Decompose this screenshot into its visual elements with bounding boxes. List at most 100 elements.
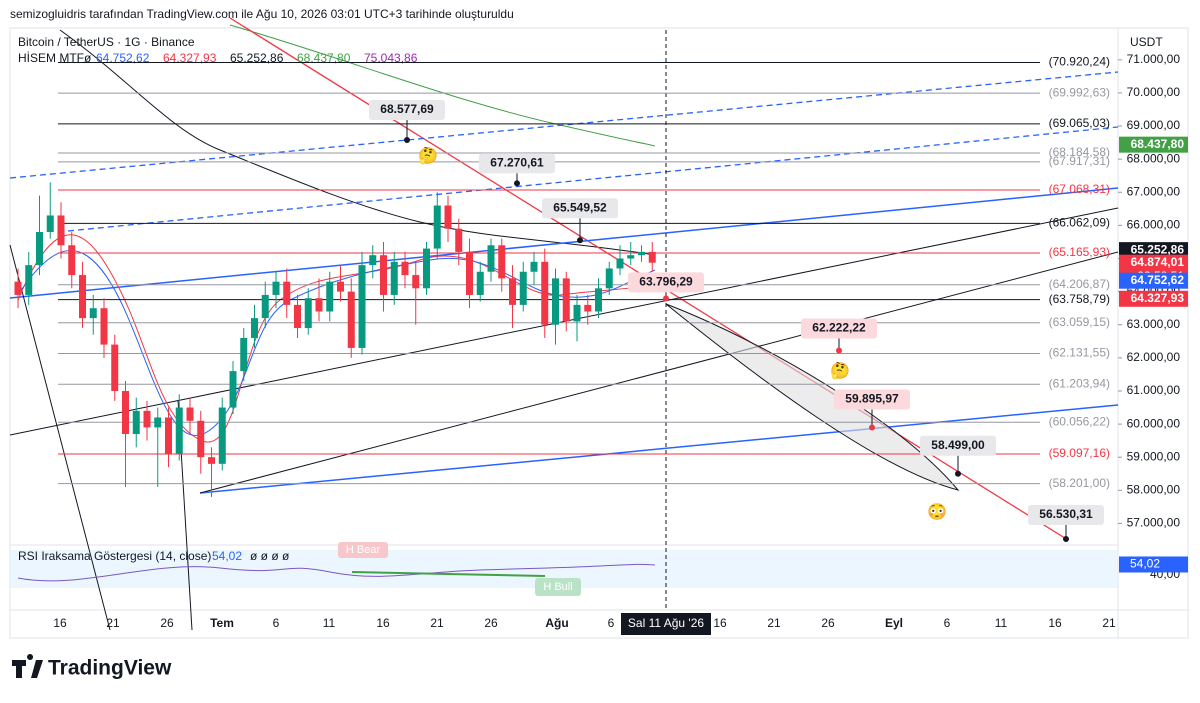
y-tick-label: 62.000,00	[1127, 350, 1181, 364]
logo: TradingView	[12, 654, 172, 680]
x-tick-label: 21	[106, 616, 120, 630]
annotation-label: 63.796,29	[639, 275, 693, 289]
divergence-line	[351, 571, 546, 577]
annotation-bubble	[1028, 504, 1104, 525]
rsi-tag-label: 54,02	[1130, 557, 1160, 571]
price-tag-label: 64.874,01	[1131, 255, 1185, 269]
candle-body	[283, 281, 291, 305]
x-tick-label: 11	[323, 616, 336, 630]
price-tag	[1119, 242, 1188, 259]
candle-body	[648, 251, 656, 263]
y-tick-label: 59.000,00	[1127, 449, 1181, 463]
price-tag-label: 64.752,62	[1131, 273, 1185, 287]
x-tick-label: 16	[1048, 616, 1062, 630]
level-label: (70.920,24)	[1049, 55, 1110, 69]
candle-body	[380, 255, 387, 295]
x-tick-label: 26	[484, 616, 498, 630]
candle-body	[509, 278, 516, 305]
currency: USDT	[1130, 35, 1163, 49]
rsi-value: 54,02	[212, 549, 242, 563]
candle-body	[358, 265, 366, 348]
candle-body	[519, 271, 527, 305]
candle-body	[218, 407, 226, 464]
annotation-bubble	[801, 318, 877, 339]
x-tick-label: Tem	[210, 616, 234, 630]
level-label: (63.758,79)	[1049, 292, 1110, 306]
y-tick-label: 70.000,00	[1127, 85, 1181, 99]
candle-body	[251, 318, 258, 338]
candle-body	[208, 457, 215, 464]
logo-text: TradingView	[48, 657, 172, 680]
candle-body	[584, 304, 592, 312]
price-tag	[1119, 290, 1188, 307]
annotation-bubble	[542, 198, 618, 219]
annotation-label: 68.577,69	[380, 102, 434, 116]
level-label: (69.992,63)	[1049, 85, 1110, 99]
emoji: 🤔	[830, 362, 850, 380]
annotation-label: 59.895,97	[845, 392, 899, 406]
annotation-label: 58.499,00	[931, 438, 985, 452]
candle-body	[111, 344, 119, 391]
candle-body	[229, 371, 237, 408]
candle-body	[89, 308, 97, 319]
candle-body	[165, 417, 172, 454]
x-tick-label: Sal 11 Ağu '26	[628, 616, 704, 630]
rsi-line	[17, 563, 656, 582]
candle-body	[412, 275, 420, 289]
x-tick-label: 16	[376, 616, 390, 630]
candle-body	[272, 281, 280, 295]
emoji: 😳	[927, 503, 947, 521]
annotation-point	[955, 470, 961, 477]
candle-body	[261, 294, 269, 319]
chart-frame	[9, 27, 1189, 639]
indicator-value: 64.752,62	[96, 51, 150, 65]
candle-body	[57, 215, 65, 246]
x-tick-label: 21	[1102, 616, 1116, 630]
annotation-bubble	[628, 272, 704, 293]
trend-black	[9, 244, 111, 631]
y-tick-label: 61.000,00	[1127, 383, 1181, 397]
candle-body	[552, 278, 559, 325]
candle-body	[122, 390, 129, 435]
x-tick-label: 16	[713, 616, 727, 630]
trend-blue	[199, 404, 1119, 494]
emoji: 🤔	[418, 147, 438, 165]
candle-body	[541, 261, 549, 325]
candle-body	[315, 298, 323, 312]
level-label: (65.165,93)	[1049, 245, 1110, 259]
candle-body	[347, 291, 355, 348]
y-tick-label: 67.000,00	[1127, 184, 1181, 198]
candle-body	[573, 304, 581, 322]
annotation-label: 56.530,31	[1039, 507, 1093, 521]
candle-body	[401, 261, 409, 276]
annotation-point	[836, 347, 842, 354]
candle-body	[197, 420, 205, 458]
candle-body	[132, 410, 140, 435]
candle-body	[433, 205, 441, 249]
level-label: (67.068,31)	[1049, 182, 1110, 196]
symbol: Bitcoin / TetherUS · 1G · Binance	[18, 35, 195, 49]
x-tick-label: 6	[273, 616, 280, 630]
trend-black	[199, 251, 1119, 494]
x-tick-label: 6	[608, 616, 615, 630]
candle-body	[390, 261, 398, 295]
candle-body	[476, 271, 484, 295]
bull-label: H Bull	[543, 581, 572, 593]
candle-body	[605, 268, 613, 289]
candle-body	[294, 304, 301, 329]
level-label: (58.201,00)	[1049, 476, 1110, 490]
trend-black	[9, 207, 1119, 436]
x-tick-label: 26	[821, 616, 835, 630]
price-tag-label: 65.252,86	[1131, 242, 1185, 256]
candle-body	[337, 281, 344, 292]
candle-body	[326, 281, 334, 312]
candle-body	[304, 298, 312, 329]
candle-body	[423, 248, 430, 289]
indicator-name: HİSEM MTF	[18, 51, 84, 65]
candle-body	[25, 265, 33, 295]
annotation-bubble	[920, 435, 996, 456]
bear-label: H Bear	[346, 544, 381, 556]
x-tick-label: 26	[160, 616, 174, 630]
bear-label-bg	[338, 542, 388, 558]
candle-body	[627, 255, 635, 259]
